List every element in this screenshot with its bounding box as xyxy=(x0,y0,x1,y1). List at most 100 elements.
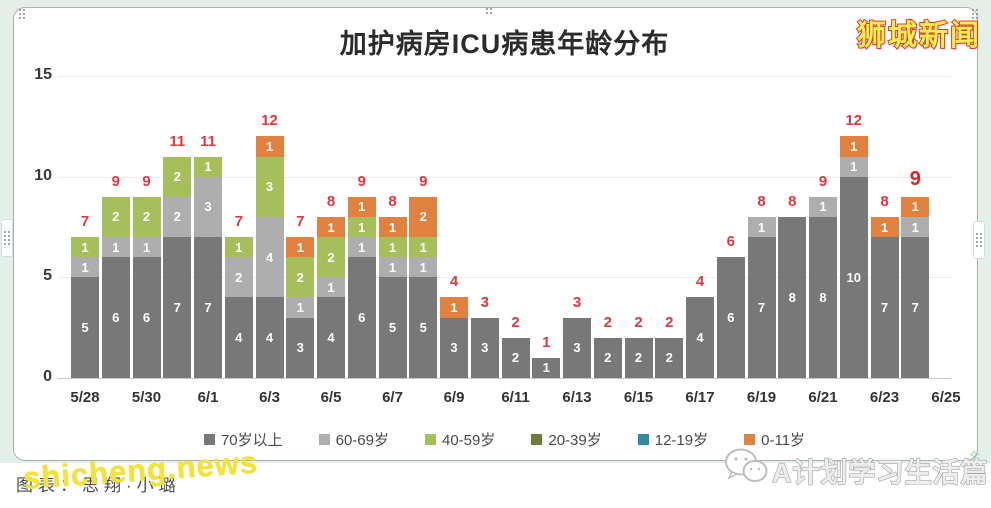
bar-segment: 6 xyxy=(132,257,161,378)
x-axis-tick-label: 6/23 xyxy=(869,389,900,406)
bar-total-label: 8 xyxy=(788,192,797,210)
bar-total-label: 8 xyxy=(388,192,397,210)
brand-logo: 狮城新闻 xyxy=(856,19,981,53)
bar-segment: 2 xyxy=(101,196,130,238)
bar-segment: 1 xyxy=(347,216,376,238)
legend-swatch xyxy=(531,434,543,445)
bar-total-label: 4 xyxy=(449,273,459,291)
bar-segment: 3 xyxy=(255,156,284,217)
legend-item: 60-69岁 xyxy=(318,429,389,450)
bar-total-label: 2 xyxy=(511,313,520,331)
bar-segment: 1 xyxy=(440,297,468,318)
bar-segment: 4 xyxy=(255,216,284,298)
bar-segment: 2 xyxy=(132,196,161,238)
bar-segment: 1 xyxy=(347,237,376,258)
bar-segment: 1 xyxy=(378,257,407,278)
bar-segment: 1 xyxy=(194,156,222,177)
bar-segment: 1 xyxy=(409,257,438,278)
drag-handle-right[interactable] xyxy=(973,221,985,259)
bar-total-label: 1 xyxy=(542,333,551,351)
y-axis-tick-label: 5 xyxy=(43,267,52,285)
legend-swatch xyxy=(318,434,330,445)
bar-segment: 2 xyxy=(224,257,253,298)
bar-total-label: 7 xyxy=(80,213,90,231)
x-axis-tick-label: 6/17 xyxy=(685,389,715,406)
bar-segment: 4 xyxy=(255,297,284,378)
handle-top-middle[interactable] xyxy=(486,8,492,14)
y-axis-tick-label: 0 xyxy=(43,368,52,385)
bar-segment: 5 xyxy=(378,277,407,378)
corner-handle-top-left[interactable] xyxy=(19,9,25,19)
bar-total-label: 9 xyxy=(419,172,428,190)
bar-segment: 1 xyxy=(286,297,315,318)
bar-segment: 1 xyxy=(255,136,284,157)
chart-card: 加护病房ICU病患年龄分布 5 1 1 7 6 1 2 9 6 1 2 9 7 2 2 11 7 3 1 11 4 2 1 7… xyxy=(13,7,978,461)
bar-segment: 7 xyxy=(747,237,776,378)
gridline xyxy=(58,277,951,279)
bar-segment: 4 xyxy=(224,297,253,378)
bar-segment: 2 xyxy=(501,337,530,378)
gridline xyxy=(58,176,951,178)
bar-segment: 1 xyxy=(378,237,407,258)
bar-segment: 1 xyxy=(747,216,776,238)
bar-total-label: 7 xyxy=(234,213,243,231)
bar-total-label: 9 xyxy=(818,172,828,190)
bar-segment: 6 xyxy=(716,257,745,378)
x-axis-tick-label: 6/19 xyxy=(746,389,777,406)
legend-label: 70岁以上 xyxy=(220,432,283,449)
bar-segment: 3 xyxy=(194,176,222,238)
bar-segment: 2 xyxy=(409,196,438,238)
x-axis-tick-label: 6/15 xyxy=(623,389,654,406)
corner-handle-top-right[interactable] xyxy=(972,9,978,19)
bar-segment: 7 xyxy=(163,237,192,378)
bar-segment: 1 xyxy=(101,237,130,258)
x-axis-tick-label: 6/7 xyxy=(382,389,403,406)
chart-credit: 图表：思翔·小璐 xyxy=(16,476,181,495)
legend-label: 60-69岁 xyxy=(335,432,389,449)
legend-item: 40-59岁 xyxy=(425,429,495,450)
bar-segment: 10 xyxy=(839,176,868,378)
bar-segment: 6 xyxy=(101,257,130,378)
bar-segment: 6 xyxy=(347,257,376,378)
legend-label: 12-19岁 xyxy=(654,432,709,449)
bar-segment: 3 xyxy=(286,317,315,378)
bar-segment: 7 xyxy=(194,237,222,378)
legend-item: 70岁以上 xyxy=(203,429,283,450)
bar-total-label: 11 xyxy=(169,132,186,150)
bar-total-label: 8 xyxy=(880,192,889,210)
bar-segment: 1 xyxy=(286,237,315,258)
bar-total-label: 6 xyxy=(726,233,735,251)
legend-swatch xyxy=(637,434,649,445)
bar-segment: 1 xyxy=(317,216,345,238)
bar-segment: 1 xyxy=(378,216,407,238)
bar-total-label: 3 xyxy=(572,293,582,311)
bar-segment: 2 xyxy=(593,337,622,378)
bar-total-label: 9 xyxy=(357,172,366,190)
bar-segment: 2 xyxy=(317,237,345,278)
bar-total-label: 7 xyxy=(296,213,305,231)
bar-total-label: 4 xyxy=(695,273,705,291)
drag-handle-left[interactable] xyxy=(1,219,13,257)
bar-segment: 8 xyxy=(778,216,807,378)
bar-total-label: 9 xyxy=(111,172,120,190)
x-axis-tick-label: 6/25 xyxy=(931,389,961,406)
legend-label: 0-11岁 xyxy=(761,432,806,449)
legend-swatch xyxy=(744,434,756,445)
plot-area: 5 1 1 7 6 1 2 9 6 1 2 9 7 2 2 11 7 3 1 11 4 2 1 7 4 4 3 1 12 3 1 2 1 7 4 1 2… xyxy=(58,76,951,379)
bar-segment: 5 xyxy=(409,277,438,378)
bar-segment: 4 xyxy=(686,297,714,378)
footer-brand-text: A计划学习生活篇 xyxy=(771,457,989,488)
x-axis-tick-label: 5/28 xyxy=(70,389,100,406)
legend-label: 40-59岁 xyxy=(442,432,496,449)
legend: 70岁以上 60-69岁 40-59岁 20-39岁 12-19岁 0-11岁 xyxy=(58,429,951,450)
x-axis-tick-label: 6/1 xyxy=(197,389,219,406)
bar-segment: 2 xyxy=(163,156,192,197)
chart-title: 加护病房ICU病患年龄分布 xyxy=(339,29,670,59)
x-axis-tick-label: 6/13 xyxy=(562,389,592,406)
x-axis-tick-label: 6/11 xyxy=(501,389,530,406)
bar-segment: 1 xyxy=(809,196,837,217)
bar-segment: 1 xyxy=(224,237,253,258)
bar-segment: 1 xyxy=(347,196,376,217)
bar-segment: 1 xyxy=(71,237,99,258)
bar-segment: 1 xyxy=(870,216,899,238)
